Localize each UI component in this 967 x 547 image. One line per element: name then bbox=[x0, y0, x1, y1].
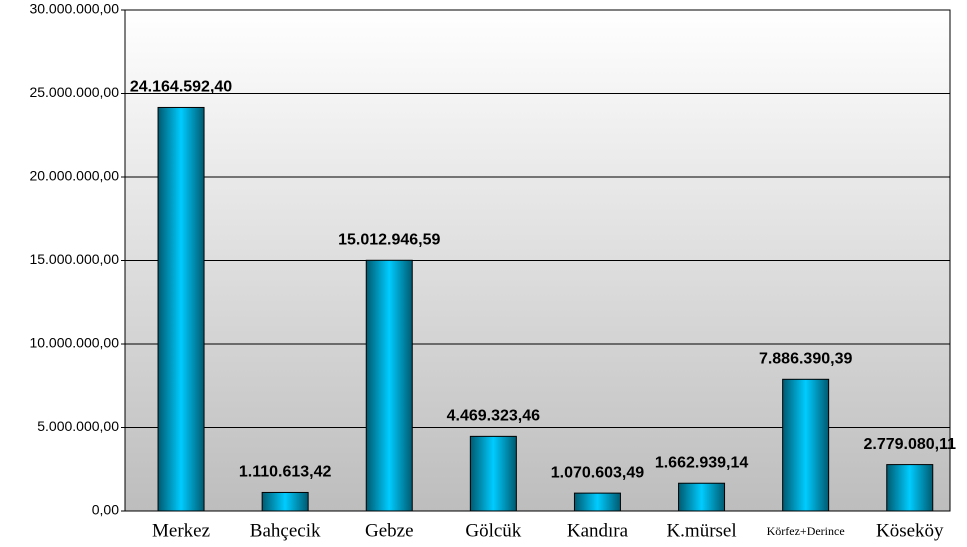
y-tick-label: 30.000.000,00 bbox=[29, 1, 119, 17]
bar bbox=[469, 435, 517, 512]
value-label: 4.469.323,46 bbox=[447, 408, 541, 425]
y-tick-label: 20.000.000,00 bbox=[29, 168, 119, 184]
x-tick-label: Merkez bbox=[152, 520, 210, 541]
x-tick-label: Gebze bbox=[365, 520, 414, 541]
y-tick-label: 5.000.000,00 bbox=[37, 418, 119, 434]
value-label: 1.110.613,42 bbox=[239, 464, 332, 481]
bar bbox=[365, 259, 413, 512]
bar bbox=[157, 106, 205, 512]
y-tick-label: 10.000.000,00 bbox=[29, 335, 119, 351]
bar bbox=[782, 378, 830, 512]
y-tick-label: 0,00 bbox=[92, 502, 119, 518]
value-label: 15.012.946,59 bbox=[338, 232, 440, 249]
bar bbox=[678, 482, 726, 512]
x-tick-label: Köseköy bbox=[876, 520, 944, 541]
bar bbox=[573, 492, 621, 512]
x-tick-label: Kandıra bbox=[567, 520, 629, 541]
bar bbox=[886, 464, 934, 512]
x-tick-label: Gölcük bbox=[465, 520, 521, 541]
bar bbox=[261, 491, 309, 512]
value-label: 2.779.080,11 bbox=[863, 436, 956, 453]
y-tick-label: 15.000.000,00 bbox=[29, 251, 119, 267]
y-tick-label: 25.000.000,00 bbox=[29, 84, 119, 100]
x-tick-label: Bahçecik bbox=[250, 520, 321, 541]
value-label: 1.662.939,14 bbox=[655, 454, 749, 471]
value-label: 1.070.603,49 bbox=[551, 464, 645, 481]
x-tick-label: Körfez+Derince bbox=[767, 524, 845, 538]
x-tick-label: K.mürsel bbox=[666, 520, 736, 541]
value-label: 24.164.592,40 bbox=[130, 79, 232, 96]
value-label: 7.886.390,39 bbox=[759, 351, 853, 368]
